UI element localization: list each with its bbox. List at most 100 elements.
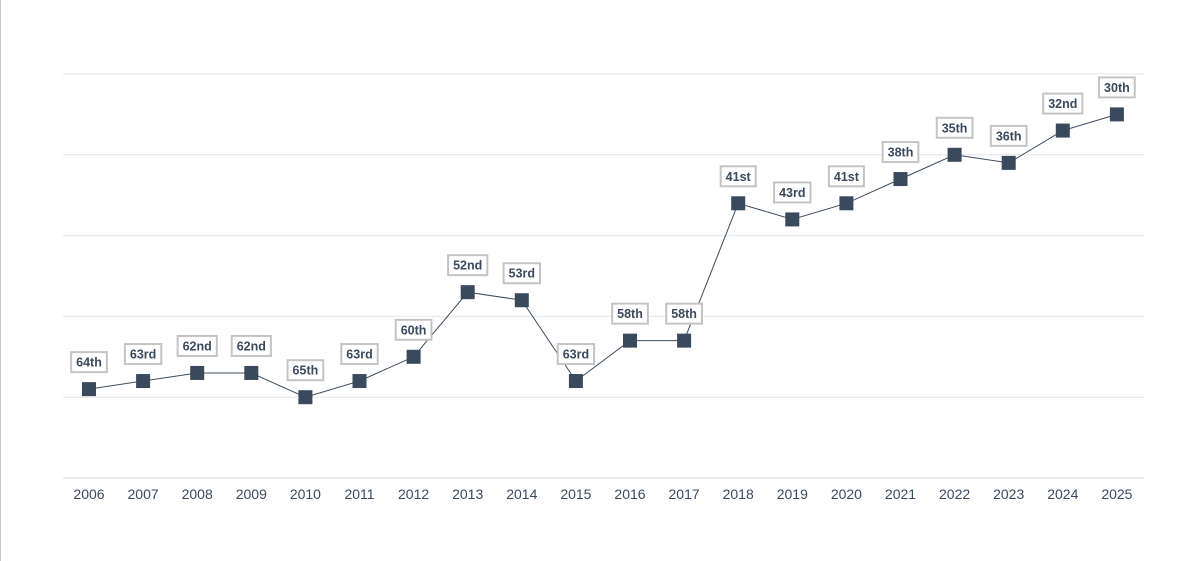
data-label: 62nd [230,334,272,357]
data-point-marker [785,212,800,227]
gridlines [63,73,1144,479]
data-label-box [230,334,272,357]
data-label-text: 64th [76,356,102,370]
series-line [88,113,1118,398]
data-label-box [176,334,218,357]
data-label-text: 30th [1104,81,1130,95]
data-label: 63rd [556,343,596,366]
x-tick-label: 2025 [1101,486,1132,502]
data-label-box [665,302,703,325]
data-label-text: 58th [671,307,697,321]
data-label: 36th [989,124,1028,147]
x-tick-label: 2016 [614,486,645,502]
x-tick-label: 2011 [344,486,374,502]
data-point-marker [82,382,96,397]
data-label: 60th [394,318,433,341]
data-label-box [340,343,379,366]
x-tick-label: 2013 [452,486,483,502]
x-tick-label: 2019 [777,486,808,502]
data-label: 35th [935,116,974,139]
data-label-box [123,343,163,366]
data-label-box [827,165,865,188]
x-tick-label: 2007 [128,486,159,502]
data-label-text: 62nd [183,339,212,353]
data-label: 30th [1098,76,1136,99]
markers [82,107,1124,405]
x-tick-label: 2015 [560,486,591,502]
data-label-box [773,181,812,204]
data-label-text: 65th [293,364,319,378]
data-point-marker [190,365,205,380]
data-label-text: 58th [617,307,643,321]
data-label: 63rd [123,343,163,366]
data-point-marker [839,196,854,211]
data-label: 62nd [176,334,218,357]
data-label-box [286,359,325,382]
data-label-text: 32nd [1048,97,1077,111]
x-tick-label: 2006 [73,486,104,502]
data-point-marker [298,390,313,405]
data-label: 52nd [447,254,489,277]
data-label: 58th [665,302,703,325]
data-point-marker [568,374,583,389]
x-tick-label: 2022 [939,486,970,502]
data-point-marker [1055,123,1070,138]
data-label: 41st [827,165,865,188]
x-tick-label: 2009 [236,486,267,502]
data-label-text: 62nd [237,339,266,353]
data-point-marker [1109,107,1124,122]
data-label-text: 63rd [346,348,372,362]
data-label-box [502,262,542,285]
data-label-text: 52nd [453,259,482,273]
data-point-marker [1001,155,1016,170]
x-tick-label: 2008 [182,486,213,502]
data-label-text: 43rd [779,186,805,200]
data-label: 65th [286,359,325,382]
data-label-box [1042,92,1084,115]
x-tick-label: 2010 [290,486,321,502]
x-tick-label: 2018 [723,486,754,502]
data-label-text: 63rd [130,348,156,362]
data-label-box [935,116,974,139]
data-label-box [394,318,433,341]
data-label: 43rd [773,181,812,204]
data-label-text: 41st [726,170,752,184]
data-label: 38th [881,141,920,164]
data-label-box [881,141,920,164]
data-label-text: 63rd [563,348,589,362]
data-point-marker [731,196,746,211]
x-tick-label: 2021 [885,486,916,502]
data-label-text: 35th [942,121,968,135]
data-point-marker [460,285,475,300]
data-point-marker [623,333,637,348]
data-label: 58th [611,302,649,325]
data-label-box [556,343,596,366]
data-label-text: 36th [996,129,1022,143]
data-point-marker [947,147,962,162]
data-point-marker [406,349,421,364]
data-label-box [989,124,1028,147]
data-label-box [70,351,108,374]
x-tick-label: 2020 [831,486,862,502]
series-line-group [88,113,1118,398]
x-tick-label: 2024 [1047,486,1078,502]
data-label-box [611,302,649,325]
x-tick-label: 2014 [506,486,537,502]
data-point-marker [893,172,908,187]
data-point-marker [136,374,151,389]
data-label-text: 60th [401,323,427,337]
x-tick-label: 2023 [993,486,1024,502]
data-labels: 64th 63rd 62nd 62nd 65th 63rd 60th 52nd 53rd 63rd… [70,76,1136,382]
x-axis-ticks: 2006 2007 2008 2009 2010 2011 2012 2013 2014 2015… [73,486,1132,502]
data-label: 63rd [340,343,379,366]
data-label: 64th [70,351,108,374]
data-point-marker [514,293,529,308]
data-label-text: 41st [834,170,860,184]
data-point-marker [244,365,259,380]
data-label-box [447,254,489,277]
data-label: 41st [719,165,757,188]
data-label-box [1098,76,1136,99]
data-point-marker [352,374,367,389]
